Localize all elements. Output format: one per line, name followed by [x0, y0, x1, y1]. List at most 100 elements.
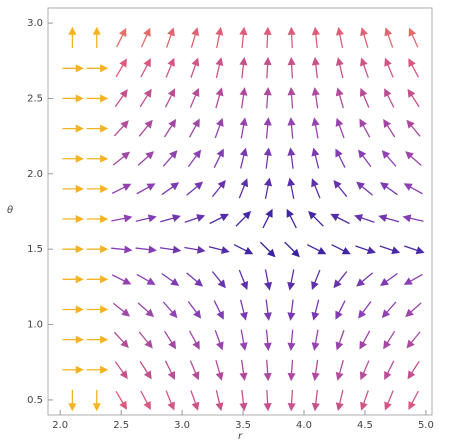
vector-arrow [359, 360, 370, 381]
vector-arrow [140, 27, 151, 48]
vector-arrow [405, 302, 422, 318]
vector-arrow [62, 94, 84, 103]
vector-arrow [384, 27, 394, 48]
vector-arrow [239, 389, 248, 412]
vector-arrow [263, 87, 272, 109]
vector-arrow [235, 210, 252, 227]
vector-arrow [140, 58, 151, 78]
vector-arrow [408, 390, 419, 411]
vector-arrow [354, 214, 375, 223]
vector-arrow [384, 390, 394, 411]
vector-arrow [62, 64, 84, 73]
vector-arrow [311, 359, 320, 382]
vector-arrow [311, 87, 320, 109]
vector-arrow [335, 57, 344, 79]
vector-arrow [359, 87, 370, 108]
vector-arrow [263, 56, 272, 79]
y-tick-label: 3.0 [27, 18, 43, 29]
vector-arrow [287, 329, 296, 352]
vector-arrow [111, 183, 132, 194]
vector-arrow [116, 27, 127, 48]
vector-arrow [86, 335, 109, 344]
vector-arrow [137, 151, 155, 166]
vector-arrow [211, 271, 226, 289]
y-tick-label: 2.5 [27, 93, 43, 104]
vector-arrow [287, 177, 296, 199]
vector-arrow [311, 26, 320, 49]
vector-arrow [311, 117, 320, 139]
vector-arrow [239, 329, 248, 351]
vector-arrow [62, 305, 84, 314]
vector-arrow [215, 87, 224, 109]
vector-arrow [383, 118, 396, 138]
vector-arrow [311, 178, 321, 199]
vector-arrow [184, 214, 206, 223]
vector-arrow [263, 117, 272, 139]
vector-arrow [161, 272, 180, 286]
vector-arrow [189, 87, 200, 108]
vector-arrow [68, 389, 77, 412]
vector-arrow [356, 181, 374, 196]
vector-arrow [405, 151, 422, 166]
vector-arrow [186, 181, 204, 196]
vector-arrow [86, 305, 109, 314]
vector-arrow [189, 360, 200, 381]
vector-arrow [335, 330, 345, 351]
vector-arrow [86, 64, 109, 73]
vector-arrow [335, 87, 344, 109]
vector-arrow [335, 390, 344, 412]
vector-arrow [215, 26, 224, 49]
vector-arrow [165, 57, 175, 78]
x-tick-label: 3.0 [174, 420, 190, 431]
vector-arrow [311, 269, 321, 290]
vector-arrow [380, 182, 398, 196]
x-axis-label: r [238, 431, 243, 442]
vector-arrow [263, 147, 272, 169]
vector-arrow [408, 58, 419, 78]
vector-arrow [360, 27, 369, 48]
vector-arrow [213, 300, 224, 320]
vector-arrow [263, 26, 272, 49]
vector-arrow [186, 272, 204, 287]
x-tick-label: 5.0 [418, 420, 434, 431]
vector-arrow [331, 244, 351, 255]
vector-arrow [190, 390, 200, 411]
vector-arrow [407, 361, 420, 380]
vector-arrow [360, 390, 369, 411]
vector-arrow [188, 118, 200, 138]
vector-arrow [259, 241, 276, 258]
vector-arrow [62, 245, 84, 254]
x-tick-label: 4.0 [296, 420, 312, 431]
vector-arrow [378, 214, 400, 223]
plot-frame [47, 7, 433, 416]
vector-arrow [263, 389, 272, 412]
x-tick-label: 2.0 [52, 420, 68, 431]
vector-arrow [358, 149, 372, 168]
y-axis-label: θ [7, 205, 13, 216]
vector-arrow [238, 269, 249, 290]
vector-arrow [159, 245, 182, 254]
vector-arrow [239, 299, 248, 321]
vector-arrow [215, 57, 224, 79]
vector-arrow [286, 208, 297, 229]
vector-arrow [163, 118, 177, 138]
vector-arrow [360, 57, 369, 78]
vector-arrow [333, 179, 348, 198]
vector-arrow [264, 177, 273, 199]
vector-arrow [135, 214, 157, 223]
vector-arrow [239, 147, 248, 169]
vector-arrow [262, 208, 273, 229]
vector-arrow [209, 213, 229, 225]
vector-arrow [165, 27, 175, 48]
x-tick-label: 4.5 [357, 420, 373, 431]
vector-arrow [62, 365, 84, 374]
vector-arrow [213, 148, 224, 168]
vector-arrow [306, 244, 327, 255]
vector-arrow [139, 361, 152, 380]
x-tick-label: 3.5 [235, 420, 251, 431]
vector-arrow [359, 118, 371, 138]
vector-arrow [311, 329, 320, 351]
vector-arrow [239, 87, 248, 109]
vector-arrow [330, 213, 350, 225]
